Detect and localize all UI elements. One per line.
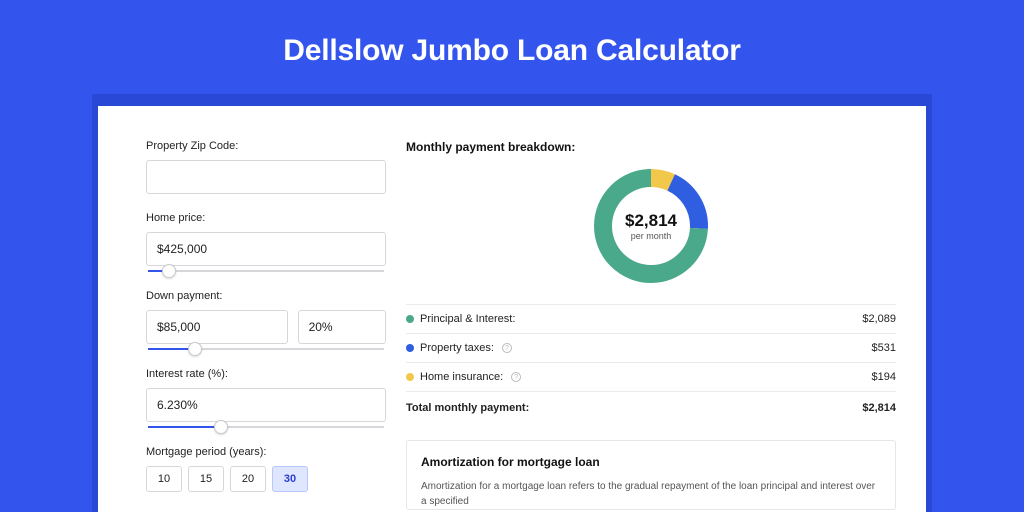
- field-period: Mortgage period (years): 10152030: [146, 446, 386, 492]
- donut-amount: $2,814: [625, 211, 677, 231]
- legend-label-tax: Property taxes:: [420, 342, 494, 354]
- help-icon[interactable]: ?: [511, 372, 521, 382]
- legend-label-pi: Principal & Interest:: [420, 313, 515, 325]
- page-title: Dellslow Jumbo Loan Calculator: [0, 0, 1024, 94]
- help-icon[interactable]: ?: [502, 343, 512, 353]
- legend-total-row: Total monthly payment: $2,814: [406, 391, 896, 422]
- form-column: Property Zip Code: Home price: Down paym…: [146, 140, 386, 512]
- period-option-10[interactable]: 10: [146, 466, 182, 492]
- rate-slider[interactable]: [148, 426, 384, 428]
- legend-value-ins: $194: [872, 371, 896, 383]
- rate-input[interactable]: [146, 388, 386, 422]
- card-shadow: Property Zip Code: Home price: Down paym…: [92, 94, 932, 512]
- amortization-card: Amortization for mortgage loan Amortizat…: [406, 440, 896, 510]
- donut-sub: per month: [631, 231, 672, 241]
- price-input[interactable]: [146, 232, 386, 266]
- period-label: Mortgage period (years):: [146, 446, 386, 458]
- legend-value-pi: $2,089: [862, 313, 896, 325]
- legend-label-ins: Home insurance:: [420, 371, 503, 383]
- period-option-20[interactable]: 20: [230, 466, 266, 492]
- down-percent-input[interactable]: [298, 310, 386, 344]
- legend-row-ins: Home insurance:? $194: [406, 362, 896, 391]
- legend-row-tax: Property taxes:? $531: [406, 333, 896, 362]
- down-amount-input[interactable]: [146, 310, 288, 344]
- breakdown-column: Monthly payment breakdown: $2,814 per mo…: [406, 140, 906, 512]
- legend-dot-ins: [406, 373, 414, 381]
- legend-dot-pi: [406, 315, 414, 323]
- period-option-15[interactable]: 15: [188, 466, 224, 492]
- breakdown-title: Monthly payment breakdown:: [406, 140, 896, 154]
- amortization-text: Amortization for a mortgage loan refers …: [421, 479, 881, 509]
- down-label: Down payment:: [146, 290, 386, 302]
- price-slider[interactable]: [148, 270, 384, 272]
- price-label: Home price:: [146, 212, 386, 224]
- field-down: Down payment:: [146, 290, 386, 350]
- calculator-card: Property Zip Code: Home price: Down paym…: [98, 106, 926, 512]
- total-value: $2,814: [862, 402, 896, 414]
- price-slider-thumb[interactable]: [162, 264, 176, 278]
- down-slider[interactable]: [148, 348, 384, 350]
- field-zip: Property Zip Code:: [146, 140, 386, 194]
- donut-chart: $2,814 per month: [406, 166, 896, 286]
- legend-value-tax: $531: [872, 342, 896, 354]
- rate-label: Interest rate (%):: [146, 368, 386, 380]
- field-rate: Interest rate (%):: [146, 368, 386, 428]
- rate-slider-thumb[interactable]: [214, 420, 228, 434]
- down-slider-thumb[interactable]: [188, 342, 202, 356]
- period-option-30[interactable]: 30: [272, 466, 308, 492]
- amortization-title: Amortization for mortgage loan: [421, 455, 881, 469]
- legend-dot-tax: [406, 344, 414, 352]
- zip-label: Property Zip Code:: [146, 140, 386, 152]
- field-price: Home price:: [146, 212, 386, 272]
- total-label: Total monthly payment:: [406, 402, 529, 414]
- legend-row-pi: Principal & Interest: $2,089: [406, 304, 896, 333]
- zip-input[interactable]: [146, 160, 386, 194]
